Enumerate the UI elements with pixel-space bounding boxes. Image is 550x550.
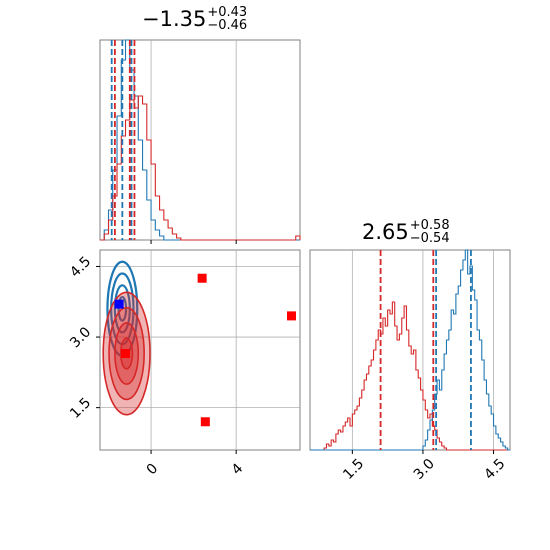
contour-ytick-label-1: 3.0 bbox=[67, 324, 94, 351]
contour-ytick-label-2: 4.5 bbox=[67, 254, 94, 281]
hist-y-hist-series-0 bbox=[310, 301, 510, 451]
hist-y-xtick-label-0: 1.5 bbox=[340, 456, 367, 483]
hist-y-title-plus: +0.58 bbox=[409, 218, 450, 233]
contour-xy-marker-4 bbox=[114, 299, 124, 309]
hist-y-title-minus: −0.54 bbox=[409, 231, 450, 246]
contour-xy-marker-2 bbox=[200, 417, 210, 427]
hist-y-hist-series-1 bbox=[310, 249, 510, 451]
hist-x-title: −1.35 +0.43 −0.46 bbox=[142, 6, 247, 32]
contour-xtick-label-0: 0 bbox=[144, 461, 162, 479]
hist-x-title-plus: +0.43 bbox=[207, 5, 248, 20]
contour-xy-frame bbox=[99, 249, 301, 451]
hist-y-xtick-label-2: 4.5 bbox=[481, 456, 508, 483]
contour-xy-marker-1 bbox=[286, 311, 296, 321]
hist-x-frame bbox=[99, 39, 301, 241]
hist-y-title: 2.65 +0.58 −0.54 bbox=[362, 219, 450, 245]
contour-xy-contour-0-3 bbox=[117, 295, 128, 322]
contour-xy-contours bbox=[102, 260, 296, 427]
contour-xy-marker-3 bbox=[121, 349, 131, 359]
hist-y-title-value: 2.65 bbox=[362, 220, 409, 244]
contour-xtick-label-1: 4 bbox=[229, 461, 247, 479]
hist-x-panel bbox=[99, 39, 301, 241]
hist-x-title-value: −1.35 bbox=[142, 7, 207, 31]
hist-y-panel bbox=[309, 249, 511, 451]
contour-xy-marker-0 bbox=[197, 273, 207, 283]
hist-x-hist-series-1 bbox=[100, 95, 301, 241]
contour-ytick-label-0: 1.5 bbox=[67, 395, 94, 422]
contour-xy-panel bbox=[99, 249, 301, 451]
hist-x-title-minus: −0.46 bbox=[207, 18, 248, 33]
hist-y-frame bbox=[309, 249, 511, 451]
hist-y-xtick-label-1: 3.0 bbox=[411, 456, 438, 483]
